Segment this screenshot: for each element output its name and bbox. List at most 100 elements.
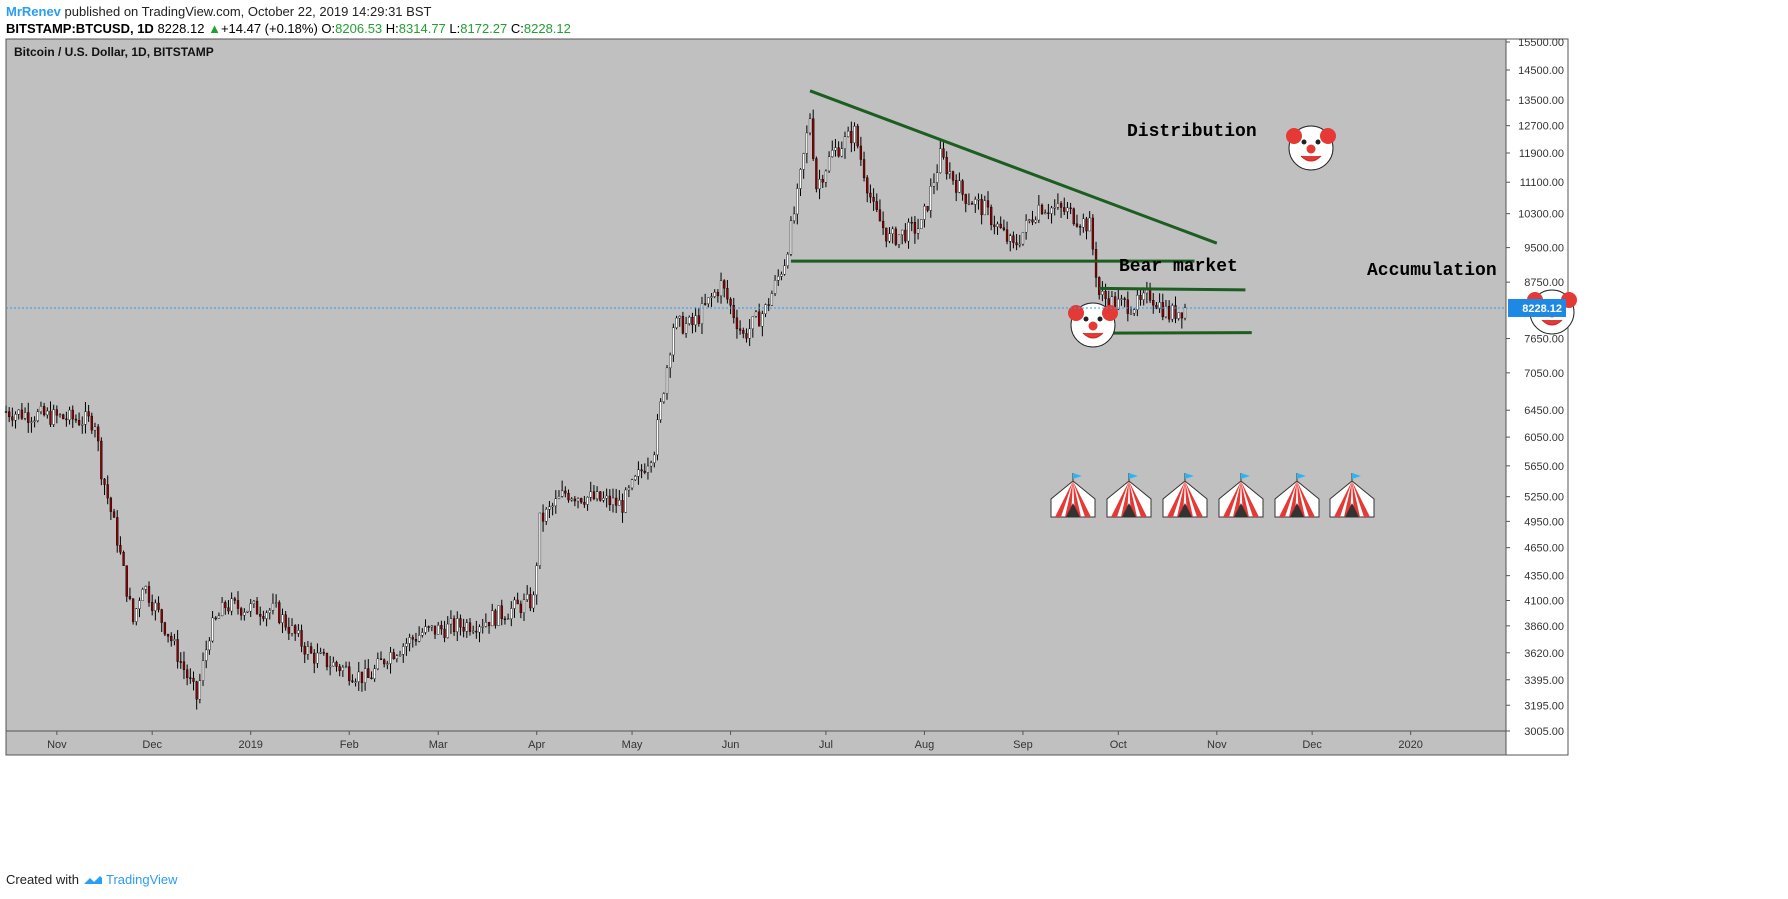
- x-tick-label: Jun: [722, 739, 740, 751]
- candle-body: [802, 153, 805, 170]
- candle-body: [850, 130, 853, 144]
- candle-body: [262, 616, 265, 619]
- candle-body: [122, 552, 125, 566]
- candle-body: [580, 498, 583, 503]
- tradingview-logo-icon: [83, 875, 102, 884]
- candle-body: [564, 490, 567, 494]
- tent-stripe: [1241, 481, 1259, 517]
- candle-body: [437, 625, 440, 635]
- candle-body: [1104, 290, 1107, 299]
- candle-body: [881, 220, 885, 229]
- candle-body: [268, 610, 271, 614]
- candle-body: [319, 652, 322, 654]
- candle-body: [1078, 226, 1082, 228]
- candle-body: [831, 150, 834, 157]
- candle-body: [459, 618, 462, 628]
- candle-body: [649, 462, 653, 467]
- candle-body: [1053, 207, 1056, 209]
- candle-body: [529, 594, 532, 609]
- candle-body: [910, 222, 913, 224]
- candle-body: [640, 469, 643, 472]
- candle-body: [62, 414, 65, 420]
- candle-body: [8, 411, 11, 417]
- candle-body: [1171, 305, 1174, 320]
- candle-body: [522, 599, 526, 614]
- candle-body: [211, 617, 214, 642]
- clown-eye-right: [1097, 316, 1103, 322]
- candle-body: [761, 313, 764, 327]
- candle-body: [1063, 207, 1066, 212]
- candle-body: [227, 607, 230, 612]
- candle-body: [754, 311, 758, 317]
- tent-stripe: [1279, 481, 1297, 517]
- candle-body: [255, 600, 259, 615]
- candle-body: [300, 630, 303, 647]
- tent-door: [1066, 503, 1080, 517]
- candle-body: [615, 497, 618, 506]
- candle-body: [719, 280, 723, 297]
- tent-door: [1234, 503, 1248, 517]
- candle-body: [888, 233, 891, 242]
- candle-body: [726, 288, 729, 300]
- author-link[interactable]: MrRenev: [6, 4, 61, 19]
- candle-body: [935, 172, 939, 183]
- x-tick-label: Dec: [142, 739, 162, 751]
- candle-body: [189, 677, 192, 679]
- candle-body: [843, 136, 847, 149]
- candle-body: [252, 600, 256, 604]
- candle-body: [885, 227, 888, 242]
- candle-body: [281, 614, 284, 623]
- candle-body: [942, 148, 945, 158]
- candle-body: [732, 305, 735, 318]
- candle-body: [703, 303, 707, 305]
- candle-body: [723, 280, 726, 289]
- candle-body: [1034, 219, 1037, 223]
- candle-body: [1072, 208, 1075, 225]
- tent-flag: [1297, 473, 1306, 479]
- candle-body: [859, 145, 863, 160]
- tradingview-link[interactable]: TradingView: [105, 872, 178, 887]
- candle-body: [389, 652, 392, 664]
- y-tick-label: 3860.00: [1524, 621, 1564, 633]
- candle-body: [166, 633, 170, 637]
- candle-body: [1161, 302, 1164, 318]
- candle-body: [147, 586, 151, 603]
- candle-body: [230, 598, 233, 612]
- candle-body: [567, 493, 570, 501]
- created-with-text: Created with: [6, 872, 79, 887]
- candle-body: [468, 622, 472, 632]
- candle-body: [182, 661, 186, 670]
- x-tick-label: Oct: [1110, 739, 1127, 751]
- candle-body: [112, 511, 116, 518]
- candle-body: [138, 600, 141, 609]
- candle-body: [427, 626, 430, 628]
- chart-frame: [5, 38, 1569, 756]
- arrow-up-icon: ▲: [208, 21, 221, 36]
- y-tick-label: 7050.00: [1524, 368, 1564, 380]
- y-tick-label: 7650.00: [1524, 334, 1564, 346]
- candle-body: [773, 280, 777, 294]
- candle-body: [131, 598, 135, 622]
- candle-body: [119, 545, 122, 553]
- candle-body: [767, 304, 770, 306]
- candle-body: [424, 626, 427, 633]
- candle-body: [1085, 218, 1088, 232]
- candle-body: [383, 659, 386, 665]
- candle-body: [1098, 277, 1101, 295]
- candle-body: [742, 330, 745, 334]
- candle-body: [1050, 207, 1053, 214]
- candle-body: [195, 681, 198, 700]
- candle-body: [904, 229, 907, 242]
- candle-body: [672, 327, 675, 356]
- y-tick-label: 9500.00: [1524, 243, 1564, 255]
- clown-mouth: [1300, 155, 1322, 162]
- candle-body: [192, 677, 195, 682]
- candle-body: [777, 276, 780, 281]
- candle-body: [144, 586, 147, 590]
- candle-body: [284, 614, 287, 628]
- candle-body: [316, 652, 319, 664]
- last-price-tag: [1508, 298, 1566, 317]
- candle-body: [93, 426, 97, 431]
- trendline-4: [1099, 331, 1252, 335]
